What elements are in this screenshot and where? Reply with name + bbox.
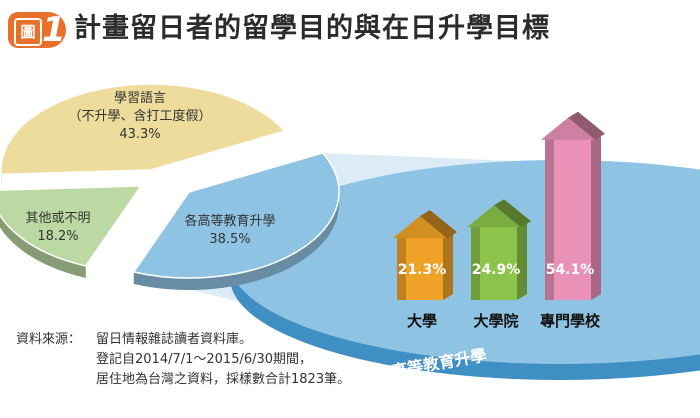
pie-slice-value-label: 43.3% bbox=[119, 127, 160, 142]
bar: 54.1% 專門學校 bbox=[540, 111, 605, 330]
bar-category-label: 大學院 bbox=[473, 312, 518, 330]
pie-slice-value-label: 38.5% bbox=[209, 232, 250, 247]
source-line: 居住地為台灣之資料，採樣數合計1823筆。 bbox=[96, 372, 351, 387]
bar-category-label: 專門學校 bbox=[540, 312, 601, 330]
bar-category-label: 大學 bbox=[407, 312, 437, 330]
source-line: 留日情報雜誌讀者資料庫。 bbox=[96, 332, 253, 347]
pie-slice: 學習語言 （不升學、含打工度假） 43.3% bbox=[0, 83, 287, 187]
figure-badge-number: 1 bbox=[42, 10, 66, 50]
figure-badge-word: 圖 bbox=[14, 18, 42, 46]
bar-value-label: 21.3% bbox=[398, 262, 447, 278]
pie-slice: 其他或不明 18.2% bbox=[0, 185, 143, 278]
header: 圖 1 計畫留日者的留學目的與在日升學目標 bbox=[0, 0, 700, 56]
chart-title: 計畫留日者的留學目的與在日升學目標 bbox=[74, 13, 550, 44]
pie-slice-label: 各高等教育升學 bbox=[184, 213, 275, 229]
figure-badge: 圖 1 bbox=[8, 10, 66, 50]
bar-chart: 21.3% 大學 24.9% 大學院 54.1% 專門學校 bbox=[393, 111, 605, 330]
bar: 21.3% 大學 bbox=[393, 210, 457, 330]
pie-slice-label: 其他或不明 bbox=[25, 211, 90, 226]
pie-slice-label: 學習語言 bbox=[114, 90, 166, 106]
pie-chart: 學習語言 （不升學、含打工度假） 43.3% 各高等教育升學 38.5% 其他或不明 18.… bbox=[0, 83, 340, 290]
bar-value-label: 54.1% bbox=[546, 262, 595, 278]
pie-slice-value-label: 18.2% bbox=[37, 229, 78, 244]
bar-value-label: 24.9% bbox=[472, 262, 521, 278]
source-line: 登記自2014/7/1～2015/6/30期間， bbox=[96, 352, 313, 367]
source-note: 資料來源： 留日情報雜誌讀者資料庫。 登記自2014/7/1～2015/6/30… bbox=[16, 330, 350, 390]
bar: 24.9% 大學院 bbox=[467, 199, 531, 330]
pie-slice-sublabel: （不升學、含打工度假） bbox=[68, 108, 211, 124]
source-label: 資料來源： bbox=[16, 332, 82, 347]
pie-slice: 各高等教育升學 38.5% bbox=[132, 152, 340, 290]
